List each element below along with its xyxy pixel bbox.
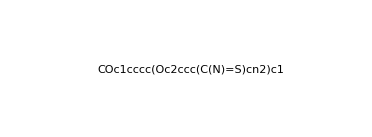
- Text: COc1cccc(Oc2ccc(C(N)=S)cn2)c1: COc1cccc(Oc2ccc(C(N)=S)cn2)c1: [97, 64, 284, 74]
